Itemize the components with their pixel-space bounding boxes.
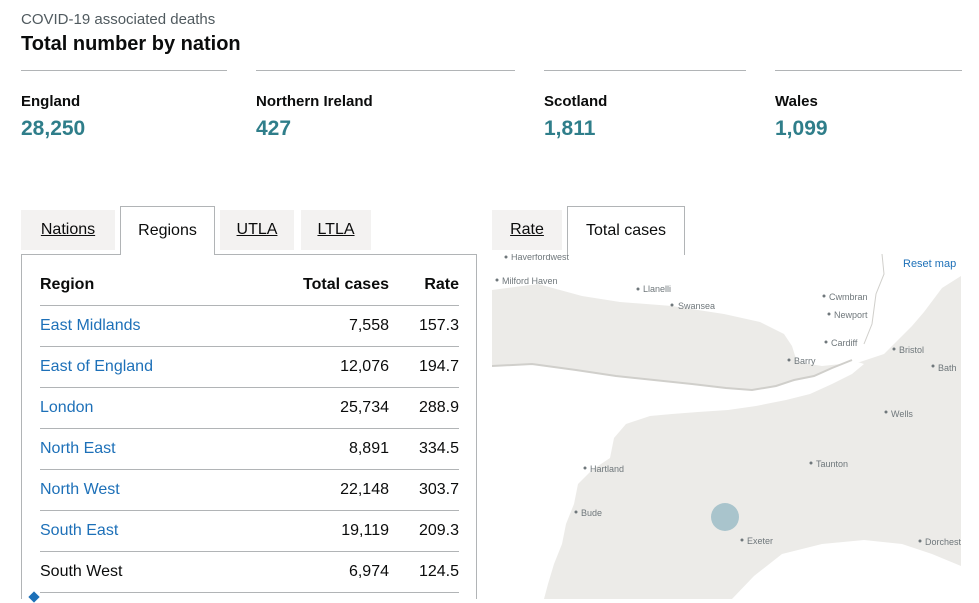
place-label: Milford Haven — [502, 276, 558, 286]
rate-column-header[interactable]: Rate — [389, 265, 459, 306]
table-row: East of England 12,076 194.7 — [40, 346, 459, 388]
place-label: Dorchester — [925, 537, 961, 547]
region-link[interactable]: South East — [40, 510, 239, 552]
place-label: Haverfordwest — [511, 254, 570, 262]
table-header-row: Region Total cases Rate — [40, 265, 459, 306]
place-label: Swansea — [678, 301, 715, 311]
regions-panel: Region Total cases Rate East Midlands 7,… — [21, 254, 477, 603]
rate-cell: 124.5 — [389, 551, 459, 593]
nation-name: Scotland — [544, 93, 608, 110]
map-panel[interactable]: Haverfordwest Milford Haven Llanelli Swa… — [492, 254, 961, 599]
region-link[interactable]: North West — [40, 469, 239, 511]
map-canvas[interactable]: Haverfordwest Milford Haven Llanelli Swa… — [492, 254, 961, 599]
tab-total-cases[interactable]: Total cases — [567, 206, 685, 255]
nation-wales: Wales 1,099 — [775, 70, 962, 140]
nation-northern-ireland: Northern Ireland 427 — [256, 70, 515, 140]
region-bubble[interactable] — [711, 503, 739, 531]
tab-regions[interactable]: Regions — [120, 206, 215, 255]
table-row: North East 8,891 334.5 — [40, 428, 459, 470]
page-title: Total number by nation — [21, 33, 241, 55]
nation-value: 427 — [256, 117, 292, 140]
rate-cell: 303.7 — [389, 469, 459, 511]
place-labels: Haverfordwest Milford Haven Llanelli Swa… — [495, 254, 961, 547]
place-label: Wells — [891, 409, 913, 419]
region-link[interactable]: North East — [40, 428, 239, 470]
nation-value: 28,250 — [21, 117, 86, 140]
coastline — [492, 359, 853, 392]
rate-cell: 194.7 — [389, 346, 459, 388]
rate-cell: 334.5 — [389, 428, 459, 470]
nation-scotland: Scotland 1,811 — [544, 70, 746, 140]
table-row: South East 19,119 209.3 — [40, 510, 459, 552]
total-cases-column-header[interactable]: Total cases — [239, 265, 389, 306]
total-cases-cell: 25,734 — [239, 387, 389, 429]
place-label: Barry — [794, 356, 816, 366]
region-link[interactable]: East Midlands — [40, 305, 239, 347]
total-cases-cell: 6,974 — [239, 551, 389, 593]
total-cases-cell: 8,891 — [239, 428, 389, 470]
nation-name: England — [21, 93, 81, 110]
region-link[interactable]: London — [40, 387, 239, 429]
tab-rate[interactable]: Rate — [492, 210, 562, 250]
table-row: London 25,734 288.9 — [40, 387, 459, 429]
total-cases-cell: 12,076 — [239, 346, 389, 388]
region-column-header[interactable]: Region — [40, 265, 239, 306]
place-label: Hartland — [590, 464, 624, 474]
tab-utla[interactable]: UTLA — [220, 210, 294, 250]
place-label: Cardiff — [831, 338, 858, 348]
sort-marker-icon — [28, 591, 40, 603]
table-row: North West 22,148 303.7 — [40, 469, 459, 511]
nation-name: Northern Ireland — [256, 93, 373, 110]
sea-area — [492, 254, 961, 366]
reset-map-button[interactable]: Reset map — [903, 258, 957, 270]
chart-kicker: COVID-19 associated deaths — [21, 11, 216, 28]
table-row: South West 6,974 124.5 — [40, 551, 459, 593]
table-row: East Midlands 7,558 157.3 — [40, 305, 459, 347]
nation-value: 1,811 — [544, 117, 596, 140]
rate-cell: 157.3 — [389, 305, 459, 347]
nation-england: England 28,250 — [21, 70, 227, 140]
place-label: Bristol — [899, 345, 924, 355]
coastline — [863, 254, 885, 345]
place-label: Taunton — [816, 459, 848, 469]
total-cases-cell: 22,148 — [239, 469, 389, 511]
tab-ltla[interactable]: LTLA — [301, 210, 371, 250]
region-link[interactable]: East of England — [40, 346, 239, 388]
regions-table: Region Total cases Rate East Midlands 7,… — [40, 265, 459, 593]
rate-cell: 209.3 — [389, 510, 459, 552]
region-name-selected[interactable]: South West — [40, 551, 239, 593]
total-cases-cell: 19,119 — [239, 510, 389, 552]
sea-area — [492, 360, 864, 599]
sea-area — [732, 540, 961, 599]
rate-cell: 288.9 — [389, 387, 459, 429]
place-label: Bath — [938, 363, 957, 373]
place-label: Exeter — [747, 536, 773, 546]
place-label: Bude — [581, 508, 602, 518]
place-label: Llanelli — [643, 284, 671, 294]
tab-nations[interactable]: Nations — [21, 210, 115, 250]
nation-value: 1,099 — [775, 117, 828, 140]
nation-name: Wales — [775, 93, 818, 110]
place-label: Newport — [834, 310, 868, 320]
total-cases-cell: 7,558 — [239, 305, 389, 347]
place-label: Cwmbran — [829, 292, 868, 302]
